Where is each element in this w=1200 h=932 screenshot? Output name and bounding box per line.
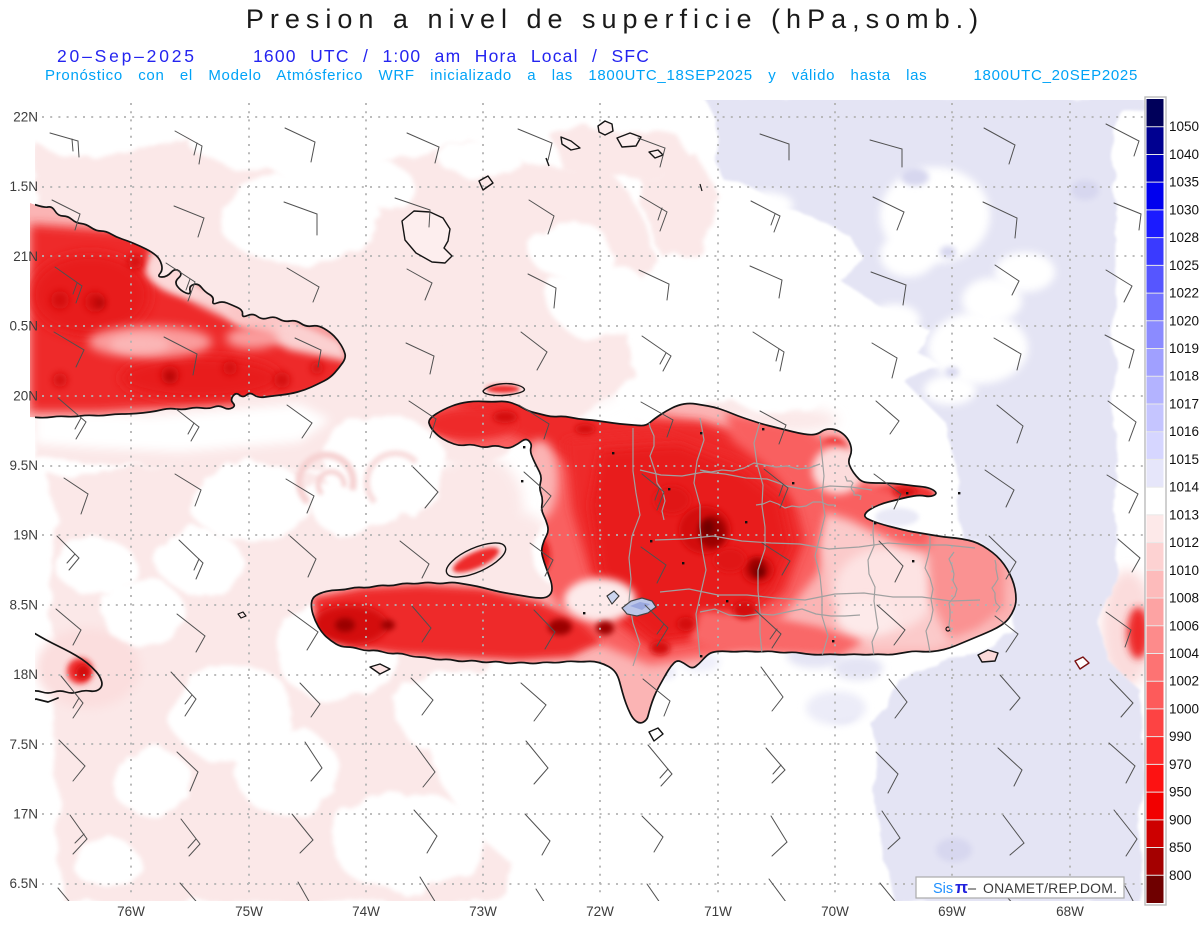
svg-text:76W: 76W xyxy=(117,904,145,919)
svg-text:1013: 1013 xyxy=(1169,507,1199,522)
svg-text:1030: 1030 xyxy=(1169,202,1199,217)
svg-text:1028: 1028 xyxy=(1169,230,1199,245)
svg-text:71W: 71W xyxy=(704,904,732,919)
svg-text:1014: 1014 xyxy=(1169,480,1200,495)
svg-text:72W: 72W xyxy=(586,904,614,919)
svg-text:18N: 18N xyxy=(13,667,38,682)
svg-text:1040: 1040 xyxy=(1169,147,1199,162)
svg-text:1012: 1012 xyxy=(1169,535,1199,550)
svg-text:990: 990 xyxy=(1169,729,1192,744)
svg-text:21N: 21N xyxy=(13,249,38,264)
svg-text:950: 950 xyxy=(1169,785,1192,800)
svg-text:8.5N: 8.5N xyxy=(9,597,38,612)
svg-text:1008: 1008 xyxy=(1169,591,1199,606)
svg-text:75W: 75W xyxy=(235,904,263,919)
svg-text:1015: 1015 xyxy=(1169,452,1199,467)
svg-text:1025: 1025 xyxy=(1169,258,1199,273)
svg-text:1002: 1002 xyxy=(1169,674,1199,689)
svg-text:1018: 1018 xyxy=(1169,369,1199,384)
svg-text:73W: 73W xyxy=(469,904,497,919)
svg-text:1035: 1035 xyxy=(1169,175,1199,190)
svg-text:1.5N: 1.5N xyxy=(9,179,38,194)
svg-text:68W: 68W xyxy=(1056,904,1084,919)
svg-text:1010: 1010 xyxy=(1169,563,1199,578)
svg-text:900: 900 xyxy=(1169,812,1192,827)
svg-text:π: π xyxy=(955,878,968,897)
svg-text:1016: 1016 xyxy=(1169,424,1199,439)
svg-text:9.5N: 9.5N xyxy=(9,458,38,473)
svg-text:22N: 22N xyxy=(13,110,38,125)
svg-text:17N: 17N xyxy=(13,807,38,822)
svg-text:6.5N: 6.5N xyxy=(9,876,38,891)
svg-text:20N: 20N xyxy=(13,388,38,403)
svg-text:970: 970 xyxy=(1169,757,1192,772)
svg-text:1017: 1017 xyxy=(1169,397,1199,412)
svg-text:1019: 1019 xyxy=(1169,341,1199,356)
svg-text:1004: 1004 xyxy=(1169,646,1200,661)
svg-text:7.5N: 7.5N xyxy=(9,737,38,752)
svg-text:1000: 1000 xyxy=(1169,701,1199,716)
svg-text:70W: 70W xyxy=(821,904,849,919)
svg-text:69W: 69W xyxy=(938,904,966,919)
svg-text:1022: 1022 xyxy=(1169,286,1199,301)
svg-text:1006: 1006 xyxy=(1169,618,1199,633)
svg-text:19N: 19N xyxy=(13,528,38,543)
svg-text:850: 850 xyxy=(1169,840,1192,855)
svg-text:1020: 1020 xyxy=(1169,313,1199,328)
svg-text:0.5N: 0.5N xyxy=(9,319,38,334)
svg-text:–: – xyxy=(968,881,977,897)
svg-text:1050: 1050 xyxy=(1169,119,1199,134)
svg-text:ONAMET/REP.DOM.: ONAMET/REP.DOM. xyxy=(983,880,1117,896)
svg-text:74W: 74W xyxy=(352,904,380,919)
svg-text:Sis: Sis xyxy=(933,881,953,897)
svg-text:800: 800 xyxy=(1169,868,1192,883)
